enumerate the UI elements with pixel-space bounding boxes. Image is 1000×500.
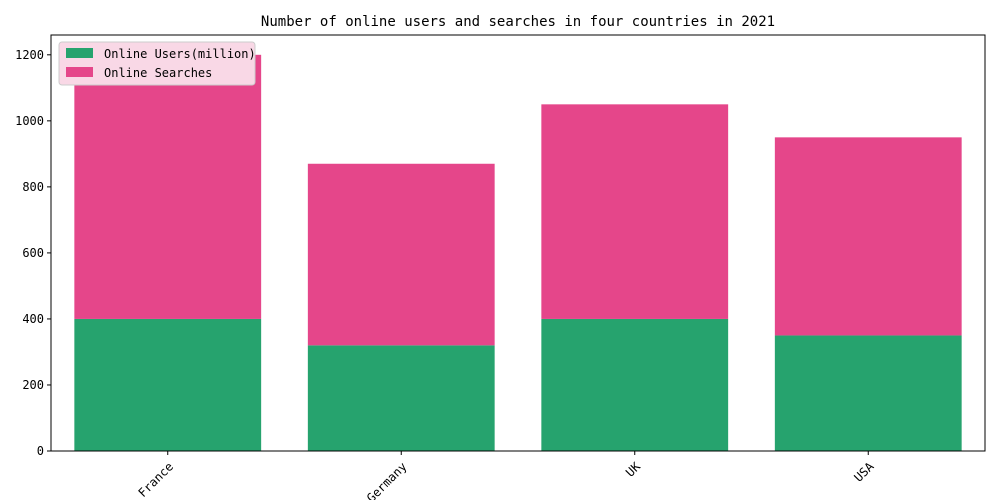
chart-title: Number of online users and searches in f…: [261, 14, 775, 30]
bar-germany-online-searches: [307, 163, 495, 346]
legend-box: [58, 41, 256, 86]
y-tick-label: 200: [22, 378, 44, 392]
x-tick-label: UK: [623, 459, 644, 480]
legend: Online Users(million) Online Searches: [58, 41, 256, 86]
y-axis: 0 200 400 600 800 1000 1200: [15, 48, 51, 458]
x-tick-label: France: [136, 459, 177, 500]
legend-label-online-users: Online Users(million): [104, 47, 256, 61]
bar-france-online-users-million: [74, 318, 262, 451]
bar-uk-online-users-million: [541, 318, 729, 451]
bar-france-online-searches: [74, 54, 262, 319]
y-tick-label: 1000: [15, 114, 44, 128]
y-tick-label: 1200: [15, 48, 44, 62]
y-tick-label: 800: [22, 180, 44, 194]
bars-group: [74, 54, 962, 451]
bar-germany-online-users-million: [307, 345, 495, 451]
y-tick-label: 600: [22, 246, 44, 260]
legend-label-online-searches: Online Searches: [104, 66, 212, 80]
x-tick-label: USA: [851, 459, 877, 485]
bar-usa-online-users-million: [774, 335, 962, 451]
bar-usa-online-searches: [774, 137, 962, 336]
x-tick-label: Germany: [364, 459, 410, 500]
plot-frame: [50, 34, 986, 452]
y-tick-label: 0: [37, 444, 44, 458]
y-tick-label: 400: [22, 312, 44, 326]
bar-uk-online-searches: [541, 104, 729, 319]
x-axis: France Germany UK USA: [136, 451, 877, 500]
legend-swatch-online-searches: [66, 67, 93, 77]
legend-swatch-online-users: [66, 48, 93, 58]
